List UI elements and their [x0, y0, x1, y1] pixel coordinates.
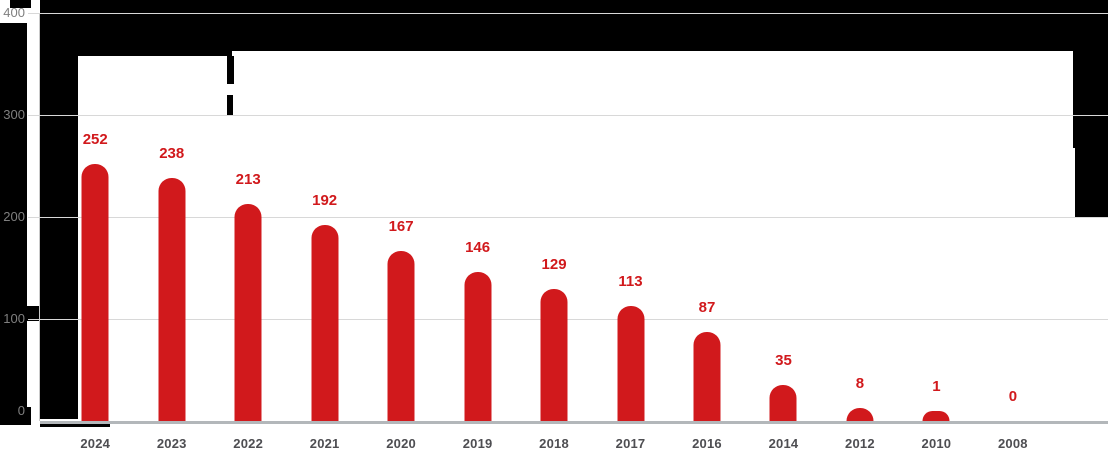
x-axis-label: 2021: [309, 436, 340, 451]
redaction-block-top-left-mini: [10, 0, 31, 8]
x-axis-label: 2018: [539, 436, 569, 451]
bar-slot: 192: [286, 0, 362, 421]
bar-2024[interactable]: [81, 163, 109, 421]
bar-slot: 35: [745, 0, 821, 421]
bar-2021[interactable]: [311, 225, 339, 421]
bar-value-label: 113: [618, 272, 643, 290]
redaction-block-dash-lower: [227, 95, 233, 115]
y-axis-label: 300: [3, 107, 25, 122]
bar-2017[interactable]: [617, 305, 645, 421]
x-axis-label: 2022: [233, 436, 264, 451]
redaction-block-left-column: [40, 0, 78, 419]
x-axis-label: 2012: [845, 436, 875, 451]
bar-slot: 167: [363, 0, 439, 421]
bar-slot: 146: [439, 0, 515, 421]
redaction-block-right-upper: [1073, 50, 1108, 148]
bar-slot: 8: [822, 0, 898, 421]
gridline: [28, 13, 1108, 14]
redaction-block-tick-100: [0, 306, 40, 321]
redaction-block-top-band-left: [78, 0, 232, 56]
bar-value-label: 167: [388, 217, 414, 235]
bar-2016[interactable]: [693, 332, 721, 421]
bar-slot: 87: [669, 0, 745, 421]
bar-slot: 129: [516, 0, 592, 421]
bar-slot: 238: [133, 0, 209, 421]
y-axis-label: 100: [3, 311, 25, 326]
bar-2022[interactable]: [234, 203, 262, 421]
x-axis-label: 2023: [156, 436, 187, 451]
x-axis-label: 2010: [921, 436, 952, 451]
x-axis-label: 2024: [80, 436, 111, 451]
bar-slot: 0: [975, 0, 1051, 421]
bars-row: 252 238 213 192 167 146 129 113 87 35 8 1 0: [57, 0, 1051, 421]
bar-2018[interactable]: [540, 289, 568, 421]
redaction-block-right-lower: [1075, 148, 1108, 217]
gridline: [28, 115, 1108, 116]
redaction-block-top-band: [232, 0, 1108, 51]
y-axis-label: 400: [3, 5, 25, 20]
redaction-block-left-strip: [0, 23, 27, 425]
bar-2020[interactable]: [387, 250, 415, 421]
x-axis-row: 2024 2023 2022 2021 2020 2019 2018 2017 2016 2014…: [57, 436, 1051, 451]
y-axis-label: 0: [17, 403, 25, 418]
bar-value-label: 146: [465, 239, 491, 257]
bar-value-label: 213: [235, 170, 261, 188]
x-axis-label: 2020: [386, 436, 416, 451]
x-axis-baseline: [40, 421, 1108, 424]
bar-slot: 252: [57, 0, 133, 421]
bar-2012[interactable]: [846, 408, 874, 421]
bar-value-label: 0: [1008, 388, 1018, 405]
y-axis-label: 200: [3, 209, 25, 224]
bar-value-label: 87: [698, 299, 716, 317]
bar-value-label: 8: [855, 375, 865, 392]
x-axis-label: 2019: [462, 436, 493, 451]
bar-value-label: 238: [159, 145, 185, 163]
bar-value-label: 1: [932, 378, 941, 395]
bar-2023[interactable]: [158, 178, 186, 421]
bar-2010[interactable]: [922, 411, 950, 421]
x-axis-label: 2017: [615, 436, 646, 451]
bar-slot: 113: [592, 0, 668, 421]
redaction-block-axis-underline: [40, 424, 110, 427]
bar-value-label: 252: [82, 130, 108, 148]
bar-2014[interactable]: [769, 385, 797, 421]
bar-value-label: 35: [775, 352, 792, 370]
bar-slot: 213: [210, 0, 286, 421]
x-axis-label: 2014: [768, 436, 799, 451]
x-axis-label: 2008: [997, 436, 1028, 451]
x-axis-label: 2016: [692, 436, 722, 451]
bar-value-label: 129: [541, 256, 567, 274]
gridline: [28, 319, 1108, 320]
bar-slot: 1: [898, 0, 974, 421]
redaction-block-tick-0: [6, 407, 31, 425]
redaction-block-dash-upper: [227, 56, 234, 84]
bar-2019[interactable]: [464, 272, 492, 421]
bar-value-label: 192: [312, 192, 338, 210]
gridline: [28, 217, 1108, 218]
